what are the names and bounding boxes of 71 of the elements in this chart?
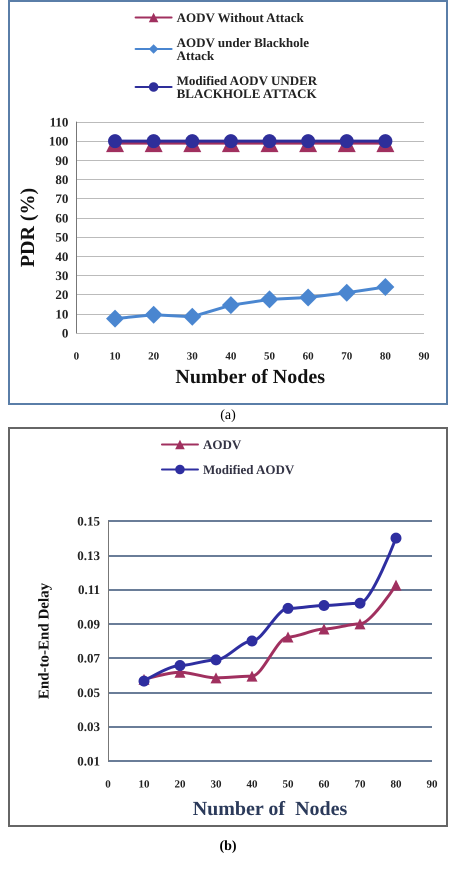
y-tick-label: 0.03 [77,719,100,734]
point [144,306,163,324]
x-axis-title: Number of Nodes [192,798,348,820]
y-tick-label: 0.01 [77,754,100,768]
point [246,670,258,682]
x-tick-label: 90 [418,350,430,362]
y-tick-label: 0.05 [77,684,100,700]
x-tick-label: 90 [426,778,438,790]
point [354,618,366,630]
y-tick-label: 0.15 [77,514,100,528]
y-tick-label: 100 [48,134,68,149]
x-tick-label: 0 [105,778,112,790]
x-tick-label: 80 [390,778,402,790]
x-tick-label: 10 [110,350,122,362]
point [260,290,279,308]
point [174,660,186,672]
point [318,600,330,612]
y-tick-label: 90 [55,152,68,168]
y-axis-title: End-to-End Delay [36,582,52,700]
point [183,308,202,326]
point [376,278,394,296]
y-tick-label: 20 [55,287,68,302]
point [299,288,318,307]
point [210,654,222,666]
y-tick-label: 80 [55,172,68,188]
x-tick-label: 50 [282,778,294,790]
y-tick-label: 60 [55,210,68,226]
legend-label: Modified AODV [202,462,295,477]
legend-label: Modified AODV UNDER BLACKHOLE ATTACK [176,73,320,101]
y-tick-label: 0.13 [77,548,100,563]
point [354,598,366,609]
x-tick-label: 70 [341,350,353,362]
point [390,580,402,591]
y-tick-label: 0 [62,326,68,340]
point [282,602,294,614]
y-tick-label: 40 [55,248,68,264]
point [282,632,294,643]
legend-label: AODV Without Attack [176,10,304,25]
legend-label: AODV [202,437,242,452]
point [246,636,258,646]
x-axis-title: Number of Nodes [175,366,326,388]
point [318,624,330,634]
y-tick-label: 110 [50,114,68,130]
y-tick-label: 0.09 [77,616,100,632]
point [210,672,222,684]
y-axis-title: PDR (%) [17,188,39,268]
x-tick-label: 30 [210,778,222,790]
x-tick-label: 50 [264,350,276,362]
x-tick-label: 40 [246,778,258,790]
y-tick-label: 70 [55,191,68,206]
x-tick-label: 20 [148,350,160,362]
point [390,532,402,544]
x-tick-label: 40 [225,350,237,362]
x-tick-label: 60 [318,778,330,790]
point [222,296,240,314]
text: (b) [218,838,238,856]
x-tick-label: 80 [380,350,392,362]
x-tick-label: 70 [354,778,366,790]
text: (a) [219,407,237,425]
y-tick-label: 30 [55,268,68,283]
y-tick-label: 50 [55,230,68,245]
x-tick-label: 20 [174,778,186,790]
x-tick-label: 60 [302,350,314,362]
point [338,284,356,302]
y-tick-label: 0.11 [78,582,100,598]
x-tick-label: 30 [186,350,198,362]
y-tick-label: 10 [55,306,68,322]
x-tick-label: 10 [138,778,150,790]
y-tick-label: 0.07 [77,650,100,666]
legend-label: AODV under Blackhole Attack [176,35,312,63]
point [106,310,124,328]
